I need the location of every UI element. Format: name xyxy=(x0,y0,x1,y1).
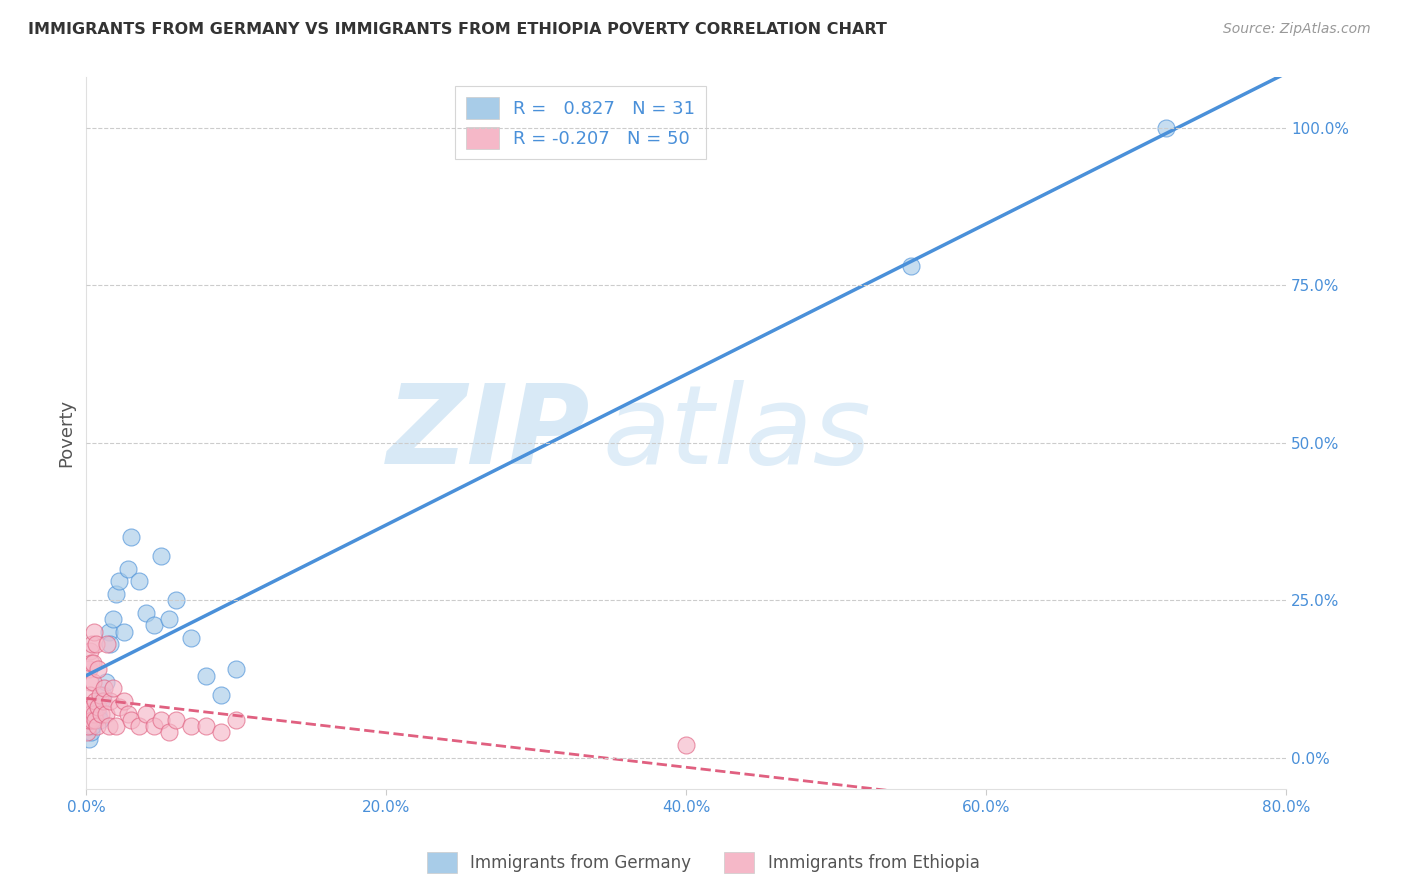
Point xyxy=(135,606,157,620)
Point xyxy=(76,725,98,739)
Point xyxy=(105,587,128,601)
Point xyxy=(120,713,142,727)
Point xyxy=(83,713,105,727)
Point xyxy=(82,719,104,733)
Point xyxy=(180,631,202,645)
Point xyxy=(83,694,105,708)
Point xyxy=(82,675,104,690)
Point xyxy=(86,719,108,733)
Point xyxy=(225,713,247,727)
Point xyxy=(84,706,107,721)
Point xyxy=(80,706,103,721)
Legend: R =   0.827   N = 31, R = -0.207   N = 50: R = 0.827 N = 31, R = -0.207 N = 50 xyxy=(456,87,706,160)
Point xyxy=(150,549,173,563)
Point xyxy=(97,624,120,639)
Point xyxy=(112,624,135,639)
Point xyxy=(117,706,139,721)
Point xyxy=(112,694,135,708)
Point xyxy=(135,706,157,721)
Point xyxy=(209,688,232,702)
Point xyxy=(105,719,128,733)
Point xyxy=(108,574,131,589)
Point xyxy=(76,719,98,733)
Point xyxy=(165,713,187,727)
Point xyxy=(80,725,103,739)
Point xyxy=(80,700,103,714)
Point xyxy=(86,700,108,714)
Point xyxy=(150,713,173,727)
Point xyxy=(103,681,125,696)
Point xyxy=(79,663,101,677)
Point xyxy=(117,562,139,576)
Point xyxy=(90,706,112,721)
Point xyxy=(77,706,100,721)
Point xyxy=(77,713,100,727)
Point xyxy=(98,694,121,708)
Point xyxy=(94,675,117,690)
Point xyxy=(103,612,125,626)
Point xyxy=(84,637,107,651)
Point xyxy=(90,694,112,708)
Point xyxy=(89,688,111,702)
Point xyxy=(225,663,247,677)
Point xyxy=(82,713,104,727)
Point xyxy=(77,700,100,714)
Point xyxy=(142,719,165,733)
Point xyxy=(79,675,101,690)
Point xyxy=(84,713,107,727)
Point xyxy=(83,706,105,721)
Point xyxy=(96,637,118,651)
Text: ZIP: ZIP xyxy=(387,380,591,487)
Point xyxy=(76,713,98,727)
Point xyxy=(86,663,108,677)
Point xyxy=(83,624,105,639)
Point xyxy=(108,700,131,714)
Point xyxy=(128,719,150,733)
Point xyxy=(80,656,103,670)
Text: atlas: atlas xyxy=(602,380,870,487)
Text: Source: ZipAtlas.com: Source: ZipAtlas.com xyxy=(1223,22,1371,37)
Point xyxy=(157,612,180,626)
Point xyxy=(97,719,120,733)
Point xyxy=(98,637,121,651)
Point xyxy=(1154,120,1177,135)
Legend: Immigrants from Germany, Immigrants from Ethiopia: Immigrants from Germany, Immigrants from… xyxy=(420,846,986,880)
Point xyxy=(195,669,218,683)
Point xyxy=(79,643,101,657)
Point xyxy=(93,681,115,696)
Point xyxy=(79,731,101,746)
Point xyxy=(79,688,101,702)
Point xyxy=(195,719,218,733)
Point xyxy=(91,688,114,702)
Point xyxy=(94,706,117,721)
Point xyxy=(91,694,114,708)
Point xyxy=(80,637,103,651)
Point xyxy=(209,725,232,739)
Point xyxy=(675,738,697,752)
Point xyxy=(142,618,165,632)
Point xyxy=(87,700,110,714)
Text: IMMIGRANTS FROM GERMANY VS IMMIGRANTS FROM ETHIOPIA POVERTY CORRELATION CHART: IMMIGRANTS FROM GERMANY VS IMMIGRANTS FR… xyxy=(28,22,887,37)
Point xyxy=(157,725,180,739)
Point xyxy=(180,719,202,733)
Point xyxy=(120,530,142,544)
Point xyxy=(128,574,150,589)
Point xyxy=(82,656,104,670)
Point xyxy=(165,593,187,607)
Point xyxy=(87,706,110,721)
Y-axis label: Poverty: Poverty xyxy=(58,400,75,467)
Point xyxy=(89,713,111,727)
Point xyxy=(900,260,922,274)
